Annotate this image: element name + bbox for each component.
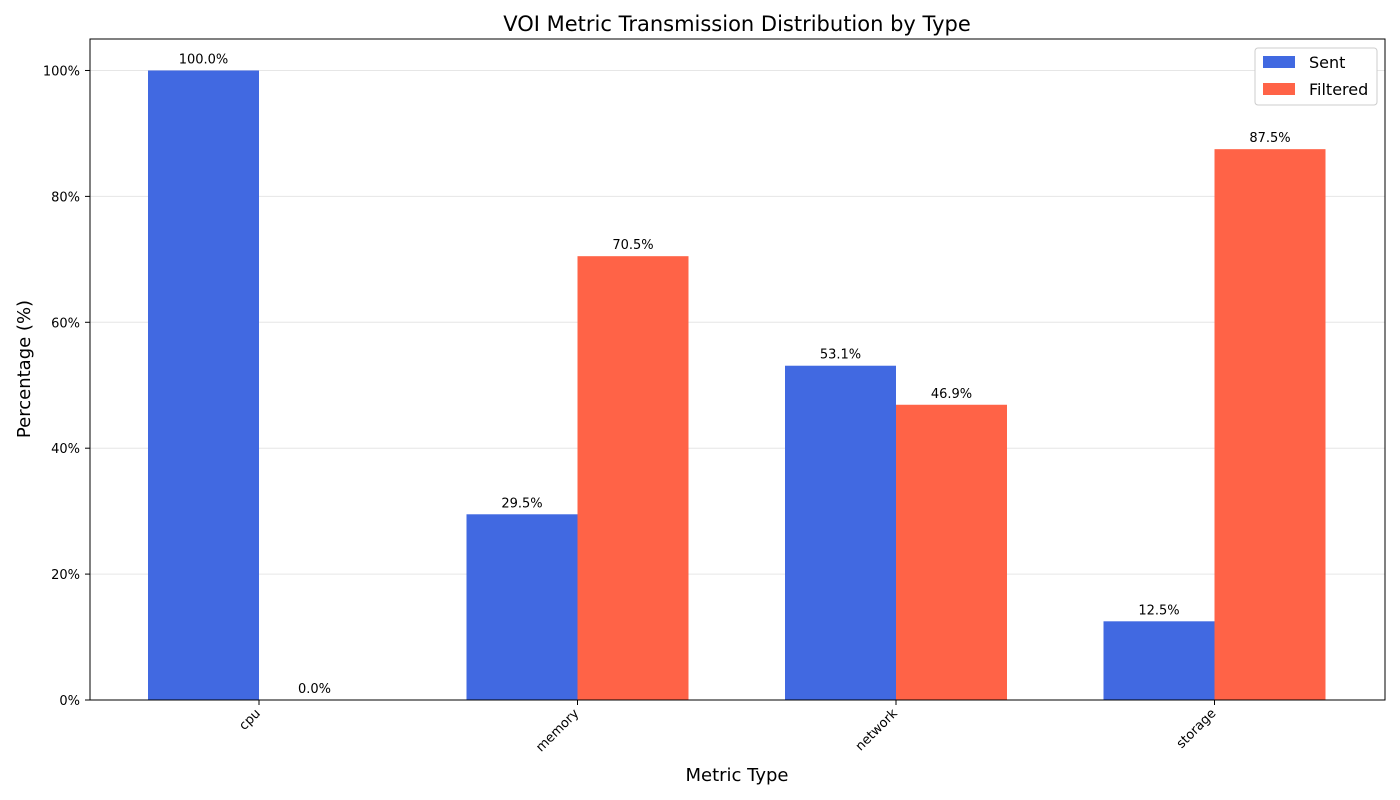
x-axis-label: Metric Type xyxy=(685,765,788,786)
y-tick-label: 60% xyxy=(51,316,80,331)
legend-label-sent: Sent xyxy=(1309,53,1345,72)
y-tick-label: 40% xyxy=(51,442,80,457)
bar-sent-network xyxy=(785,365,896,700)
y-tick-label: 20% xyxy=(51,568,80,583)
bar-sent-memory xyxy=(466,514,578,700)
bar-sent-cpu xyxy=(148,70,259,700)
data-labels: 100.0% 0.0% 29.5% 70.5% 53.1% 46.9% 12.5% 87.5% xyxy=(179,52,1291,697)
data-label-sent-memory: 29.5% xyxy=(501,496,542,511)
plot-area-frame xyxy=(89,38,1386,701)
bar-filtered-network xyxy=(896,404,1007,700)
legend-swatch-filtered xyxy=(1263,83,1295,95)
y-tick-label: 100% xyxy=(43,64,80,79)
legend: Sent Filtered xyxy=(1254,47,1378,106)
data-label-filtered-storage: 87.5% xyxy=(1249,131,1290,146)
legend-label-filtered: Filtered xyxy=(1309,80,1368,99)
data-label-sent-network: 53.1% xyxy=(820,348,861,363)
bars xyxy=(148,70,1326,700)
data-label-filtered-memory: 70.5% xyxy=(612,238,653,253)
data-label-filtered-cpu: 0.0% xyxy=(298,682,331,697)
data-label-sent-cpu: 100.0% xyxy=(179,52,229,67)
bar-filtered-memory xyxy=(577,256,689,700)
bar-sent-storage xyxy=(1103,621,1215,700)
y-axis-label: Percentage (%) xyxy=(14,300,35,438)
legend-swatch-sent xyxy=(1263,56,1295,68)
data-label-filtered-network: 46.9% xyxy=(931,387,972,402)
data-label-sent-storage: 12.5% xyxy=(1138,603,1179,618)
y-axis: 0% 20% 40% 60% 80% 100% xyxy=(43,64,90,709)
y-tick-label: 80% xyxy=(51,190,80,205)
chart-title: VOI Metric Transmission Distribution by … xyxy=(503,12,971,36)
y-tick-label: 0% xyxy=(59,694,80,709)
bar-filtered-storage xyxy=(1214,149,1326,700)
